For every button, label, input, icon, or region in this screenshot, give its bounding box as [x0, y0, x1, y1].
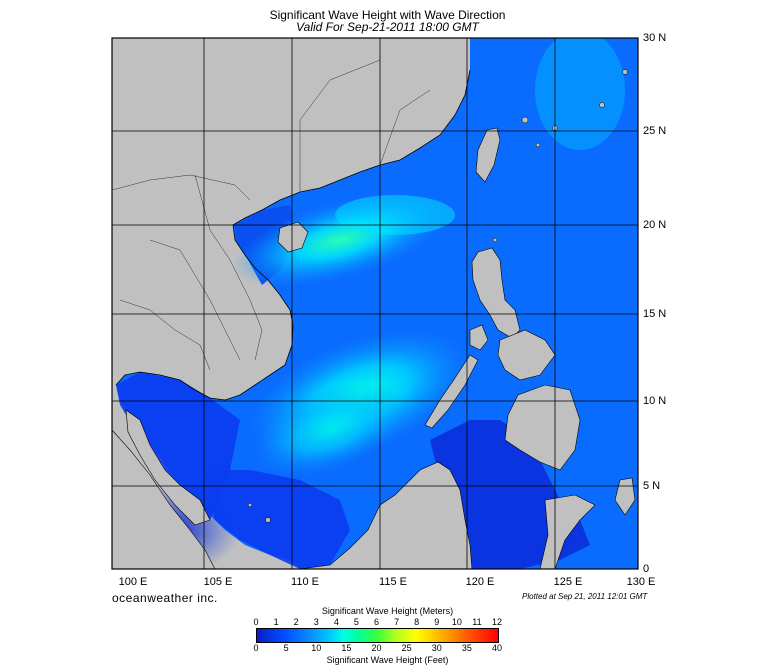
feet-tick-label: 25 [401, 643, 412, 653]
lat-label-15n: 15 N [643, 308, 667, 320]
shallow-sunda-shelf [205, 470, 350, 569]
land-palawan [424, 354, 479, 429]
meter-tick-label: 6 [373, 617, 379, 627]
meter-tick-label: 8 [414, 617, 420, 627]
island-marker [265, 517, 271, 523]
meter-tick-label: 0 [253, 617, 259, 627]
plotted-timestamp: Plotted at Sep 21, 2011 12:01 GMT [522, 592, 648, 601]
lat-label-0: 0 [643, 563, 650, 575]
lat-label-25n: 25 N [643, 125, 667, 137]
lon-label-110e: 110 E [291, 576, 319, 588]
land-mindoro [469, 324, 489, 351]
meter-tick-label: 1 [273, 617, 279, 627]
island-marker [247, 502, 253, 508]
lon-label-105e: 105 E [203, 576, 233, 588]
feet-tick-label: 10 [311, 643, 322, 653]
meter-tick-label: 4 [333, 617, 339, 627]
lat-label-20n: 20 N [643, 219, 667, 231]
feet-tick-label: 20 [371, 643, 382, 653]
graticule [112, 38, 638, 569]
map-frame [111, 37, 639, 570]
map-subtitle: Valid For Sep-21-2011 18:00 GMT [296, 20, 479, 34]
island-marker [622, 69, 628, 75]
colorbar-title-feet: Significant Wave Height (Feet) [326, 655, 449, 665]
meter-tick-label: 11 [472, 617, 482, 627]
land-mindanao [504, 384, 581, 471]
land-halmahera [614, 477, 636, 516]
island-marker [521, 116, 529, 124]
land-visayas [497, 329, 556, 381]
lon-label-125e: 125 E [553, 576, 583, 588]
lon-label-130e: 130 E [626, 576, 656, 588]
land-borneo [299, 461, 473, 569]
feet-tick-label: 40 [491, 643, 502, 653]
meter-tick-label: 10 [451, 617, 462, 627]
coastline-mainland [115, 69, 471, 401]
meter-tick-label: 7 [394, 617, 400, 627]
meter-tick-label: 2 [293, 617, 299, 627]
lat-label-10n: 10 N [643, 395, 667, 407]
land-hainan [277, 221, 309, 253]
meter-tick-label: 3 [313, 617, 319, 627]
feet-tick-label: 0 [253, 643, 259, 653]
land-sulawesi [539, 494, 596, 569]
lat-label-30n: 30 N [643, 32, 667, 44]
island-marker [492, 237, 498, 243]
map-title: Significant Wave Height with Wave Direct… [269, 8, 506, 22]
meter-tick-label: 5 [353, 617, 359, 627]
lat-label-5n: 5 N [643, 480, 661, 492]
lon-label-100e: 100 E [118, 576, 148, 588]
high-wave-zone-strait [335, 195, 455, 235]
lon-label-120e: 120 E [465, 576, 495, 588]
colorbar-gradient [256, 628, 499, 643]
feet-tick-label: 30 [431, 643, 442, 653]
colorbar-title-meters: Significant Wave Height (Meters) [321, 606, 454, 616]
land-sumatra [112, 429, 216, 569]
high-wave-zone-east [535, 38, 625, 150]
meter-tick-label: 12 [491, 617, 502, 627]
country-borders [112, 59, 431, 371]
land-taiwan [475, 127, 501, 183]
island-marker [535, 142, 541, 148]
land-malay-peninsula [125, 409, 211, 526]
map-canvas [112, 38, 638, 569]
meter-tick-label: 9 [434, 617, 440, 627]
feet-tick-label: 35 [461, 643, 472, 653]
feet-tick-label: 15 [341, 643, 352, 653]
feet-tick-label: 5 [283, 643, 289, 653]
island-marker [599, 102, 605, 108]
brand-logo-text: oceanweather inc. [112, 591, 218, 605]
lon-label-115e: 115 E [379, 576, 407, 588]
